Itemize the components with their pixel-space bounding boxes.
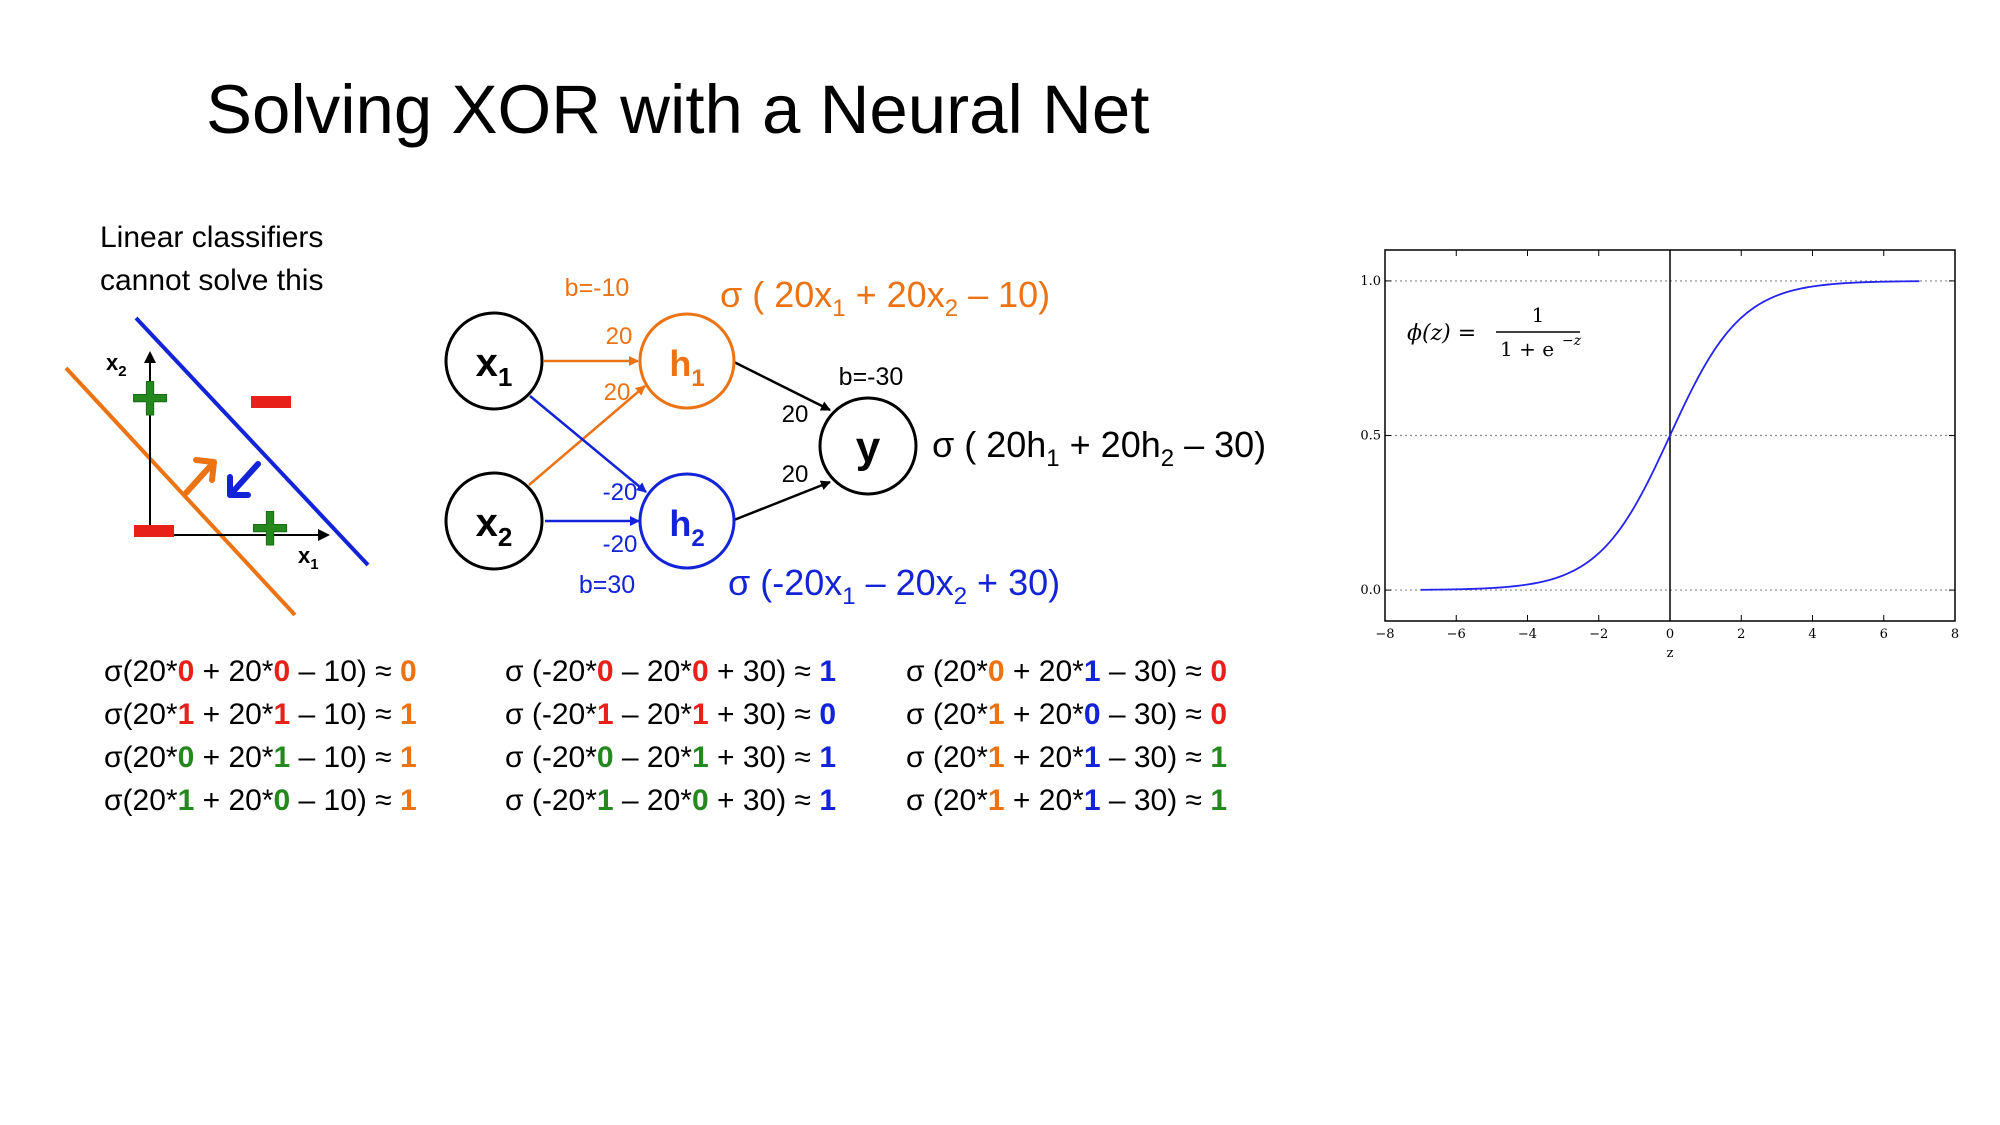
x-tick-label: 6 [1880, 627, 1888, 642]
x-tick-label: 4 [1808, 627, 1816, 642]
arrow-up-right-icon [183, 457, 217, 496]
node-h1: h1 [638, 312, 736, 410]
x-tick-label: −4 [1518, 627, 1537, 642]
svg-text:y: y [856, 423, 881, 472]
formula-exponent: −z [1562, 333, 1582, 349]
svg-text:x1: x1 [476, 341, 513, 392]
svg-text:h2: h2 [669, 503, 704, 552]
y-tick-label: 1.0 [1360, 274, 1381, 289]
mini-x-axis-label: x1 [298, 543, 319, 573]
weight-h2-y: 20 [782, 461, 809, 488]
edge-h2-y [733, 480, 831, 522]
equation-line: σ (-20*0 – 20*0 + 30) ≈ 1 [505, 655, 837, 688]
y-tick-label: 0.0 [1360, 583, 1381, 598]
weight-x1-h1: 20 [606, 323, 633, 350]
x-tick-label: −6 [1447, 627, 1466, 642]
minus-icon [134, 525, 174, 537]
equation-line: σ (20*1 + 20*1 – 30) ≈ 1 [906, 784, 1228, 817]
node-h2: h2 [638, 472, 736, 570]
sigmoid-curve [1420, 280, 1920, 591]
equation-line: σ (20*1 + 20*1 – 30) ≈ 1 [906, 741, 1228, 774]
equation-line: σ(20*0 + 20*0 – 10) ≈ 0 [104, 655, 417, 688]
y-tick-label: 0.5 [1360, 429, 1381, 444]
weight-x1-h2: -20 [603, 479, 638, 506]
equation-line: σ(20*1 + 20*0 – 10) ≈ 1 [104, 784, 417, 817]
edge-h1-y [733, 360, 831, 412]
x-tick-label: −8 [1375, 627, 1394, 642]
formula-numerator: 1 [1532, 303, 1545, 327]
bias-y: b=-30 [839, 363, 904, 391]
node-x2: x2 [444, 471, 544, 571]
network-edges [528, 356, 831, 526]
arrow-down-left-icon [227, 461, 261, 498]
node-x1: x1 [444, 311, 544, 411]
equations-y: σ (20*0 + 20*1 – 30) ≈ 0 σ (20*1 + 20*0 … [906, 650, 1227, 822]
equation-line: σ (20*1 + 20*0 – 30) ≈ 0 [906, 698, 1228, 731]
weight-x2-h2: -20 [603, 531, 638, 558]
x-tick-label: 8 [1951, 627, 1959, 642]
x-axis-label: z [1667, 646, 1674, 661]
formula-lhs: ϕ(z) = [1407, 321, 1476, 346]
formula-denominator: 1 + e [1500, 337, 1554, 361]
caption-line-2: cannot solve this [100, 264, 324, 297]
node-y: y [818, 396, 918, 496]
slide-title: Solving XOR with a Neural Net [206, 71, 1150, 148]
formula-h2: σ (-20x1 – 20x2 + 30) [728, 562, 1060, 610]
plus-icon: + [131, 360, 170, 434]
svg-text:h1: h1 [669, 343, 704, 392]
x-tick-label: 2 [1737, 627, 1745, 642]
caption-line-1: Linear classifiers [100, 221, 324, 254]
equation-line: σ (-20*0 – 20*1 + 30) ≈ 1 [505, 741, 837, 774]
weight-x2-h1: 20 [604, 379, 631, 406]
equation-line: σ(20*0 + 20*1 – 10) ≈ 1 [104, 741, 417, 774]
formula-y: σ ( 20h1 + 20h2 – 30) [932, 424, 1266, 472]
x-tick-label: −2 [1589, 627, 1608, 642]
edge-x1-h2 [529, 395, 647, 493]
weight-h1-y: 20 [782, 401, 809, 428]
formula-h1: σ ( 20x1 + 20x2 – 10) [720, 274, 1050, 322]
mini-y-axis-label: x2 [106, 350, 127, 380]
caption: Linear classifiers cannot solve this [100, 216, 323, 302]
equations-h1: σ(20*0 + 20*0 – 10) ≈ 0 σ(20*1 + 20*1 – … [104, 650, 417, 822]
boundary-line-blue [134, 316, 370, 567]
bias-h2: b=30 [579, 571, 635, 599]
svg-text:x2: x2 [476, 501, 513, 552]
minus-icon [251, 396, 291, 408]
equation-line: σ (-20*1 – 20*1 + 30) ≈ 0 [505, 698, 837, 731]
bias-h1: b=-10 [565, 274, 630, 302]
edge-x2-h1 [528, 385, 646, 486]
equation-line: σ(20*1 + 20*1 – 10) ≈ 1 [104, 698, 417, 731]
xor-mini-plot: x1 x2 + + [64, 316, 370, 617]
equations-h2: σ (-20*0 – 20*0 + 30) ≈ 1 σ (-20*1 – 20*… [505, 650, 836, 822]
boundary-line-orange [64, 366, 297, 617]
equation-line: σ (-20*1 – 20*0 + 30) ≈ 1 [505, 784, 837, 817]
plus-icon: + [251, 490, 290, 564]
x-tick-label: 0 [1666, 627, 1674, 642]
equation-line: σ (20*0 + 20*1 – 30) ≈ 0 [906, 655, 1228, 688]
